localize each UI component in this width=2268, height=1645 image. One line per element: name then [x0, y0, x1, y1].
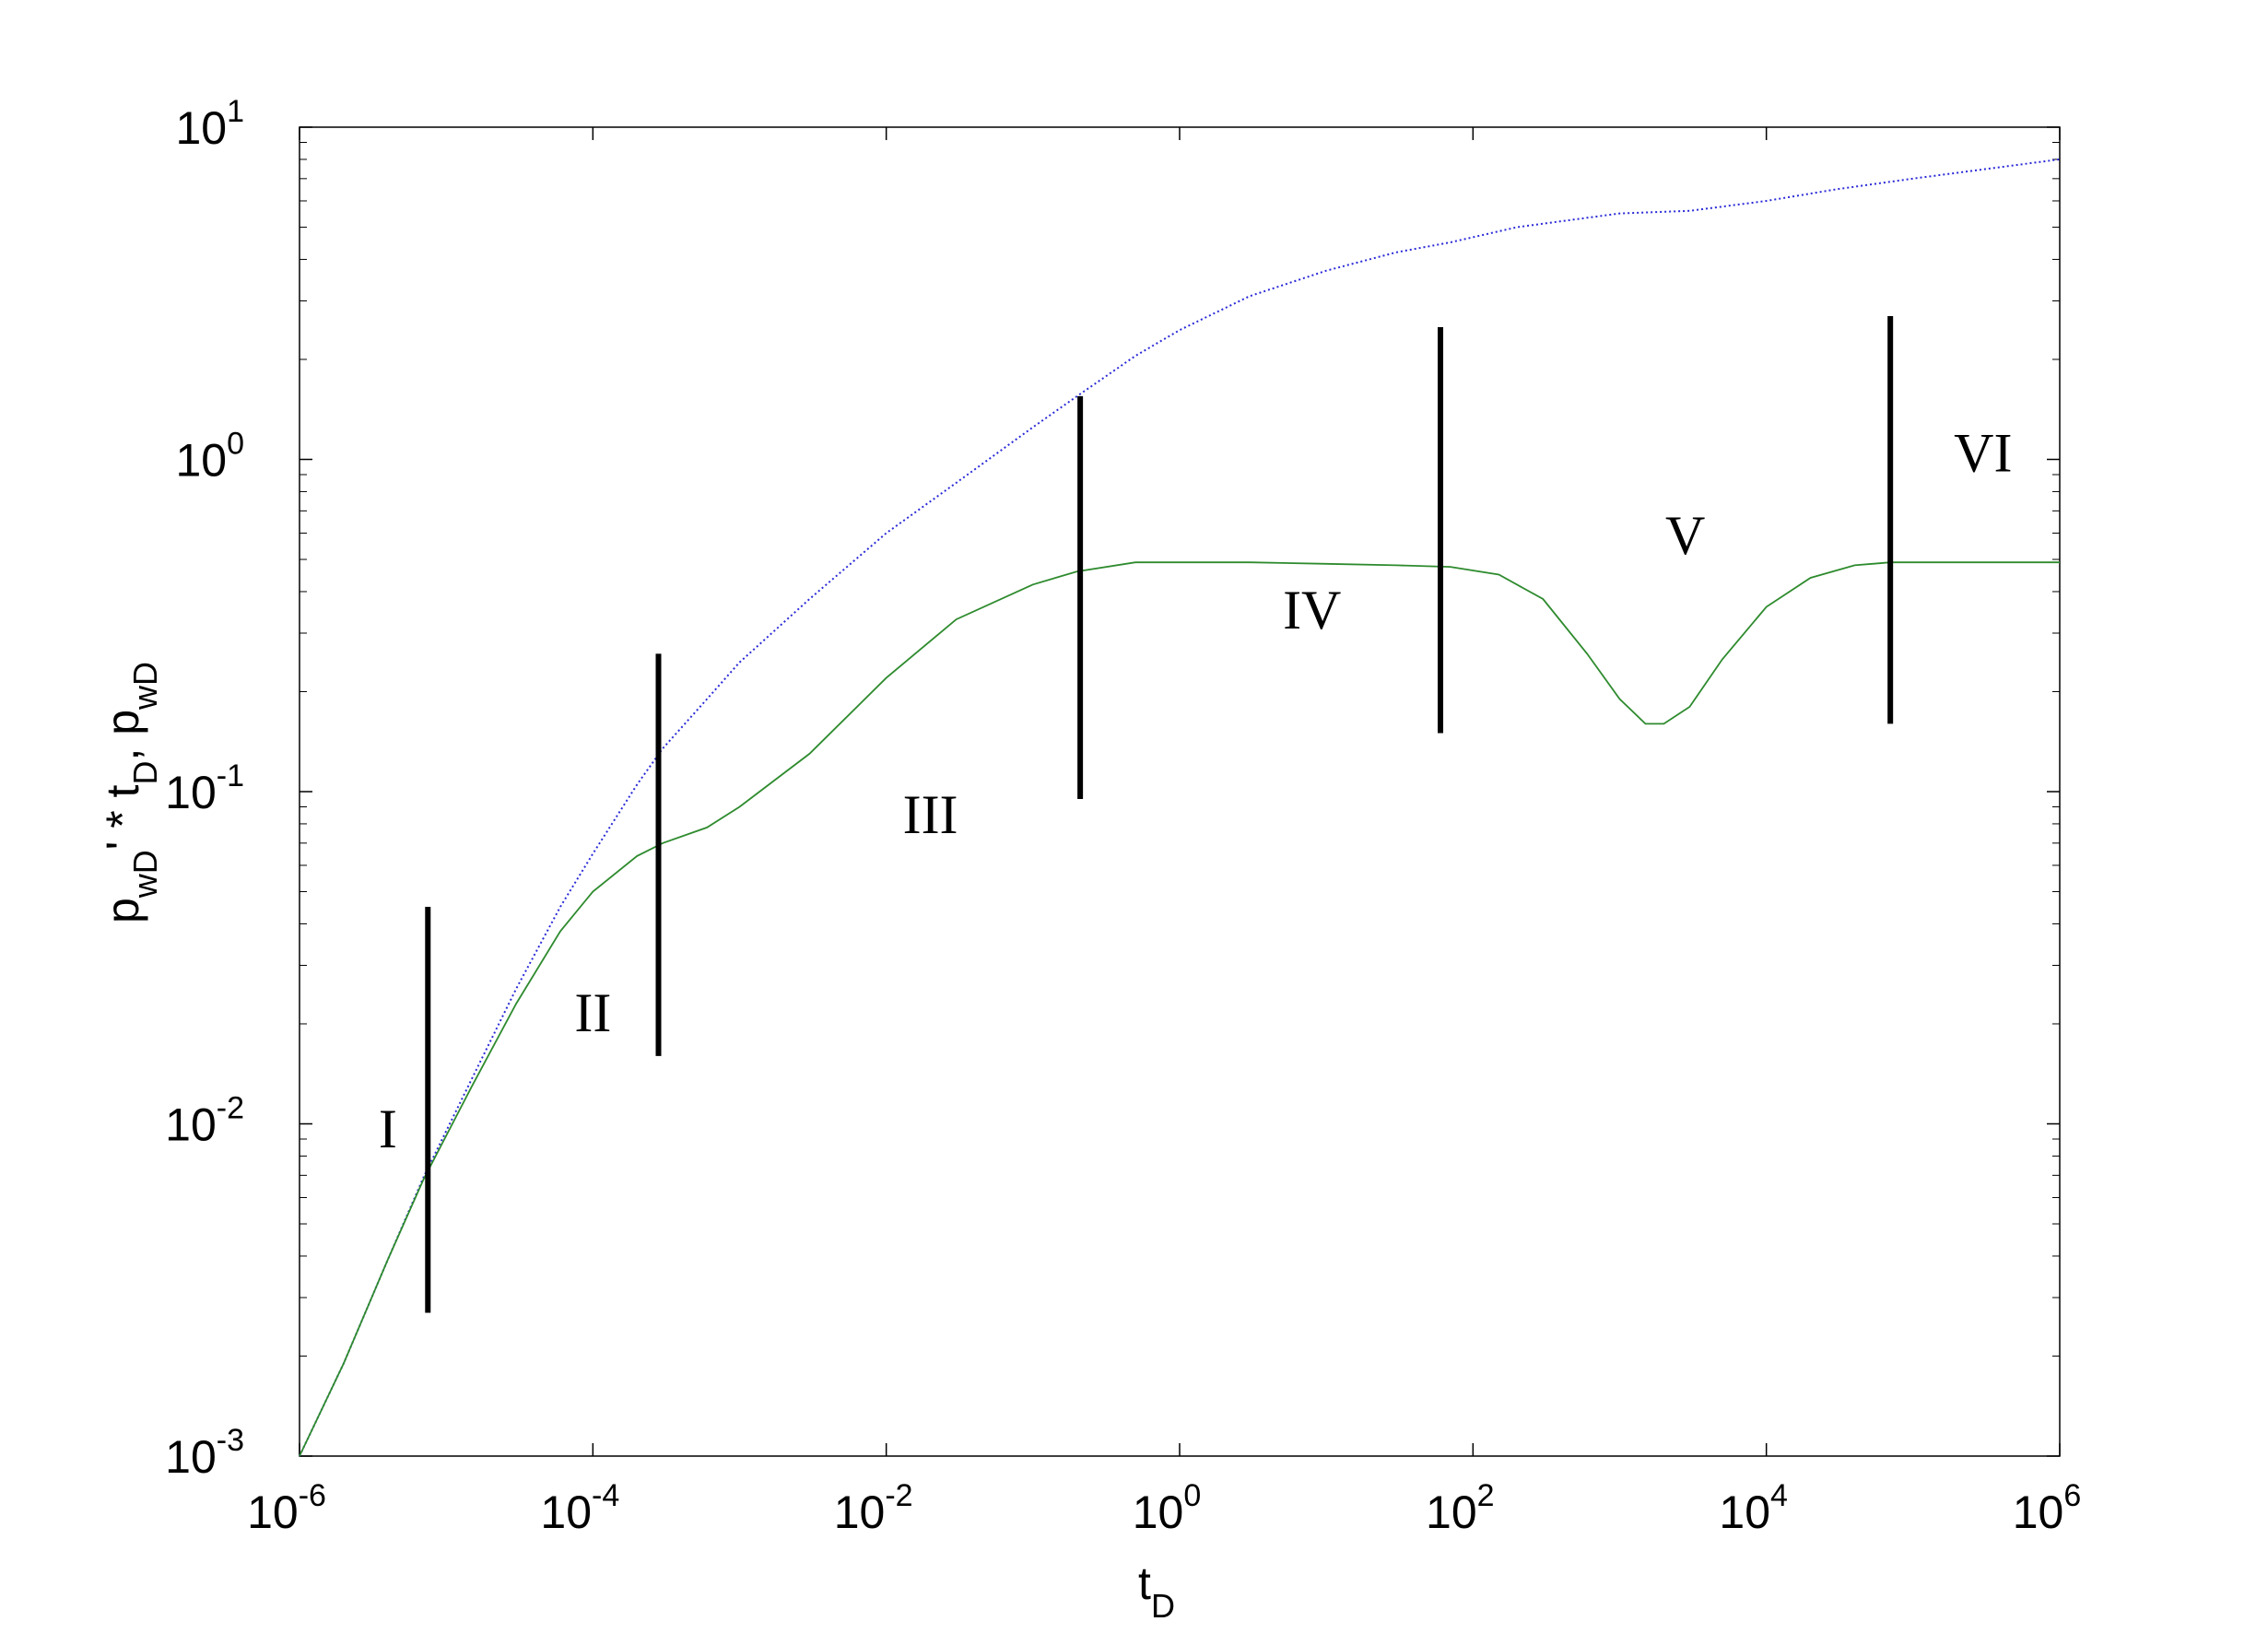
series-layer	[299, 158, 2061, 1457]
y-tick-label-2: 10-1	[165, 758, 244, 818]
series-line-0	[299, 158, 2061, 1457]
y-axis-label-p3: , p	[97, 710, 148, 761]
x-tick-label-6: 106	[2013, 1478, 2082, 1538]
x-tick-label-3: 100	[1133, 1478, 1202, 1538]
region-label-i: I	[379, 1099, 397, 1159]
minor-ticks	[300, 141, 2060, 1357]
region-label-v: V	[1665, 505, 1705, 566]
y-axis-label-p2: ' * t	[97, 784, 148, 850]
y-tick-label-3: 100	[175, 427, 244, 487]
region-label-iv: IV	[1283, 580, 1341, 640]
x-axis-label: tD	[1138, 1557, 1175, 1625]
region-label-ii: II	[574, 982, 611, 1043]
y-tick-labels: 10-3 10-2 10-1 100 101	[165, 94, 244, 1483]
plot-area	[299, 126, 2061, 1457]
y-tick-label-1: 10-2	[165, 1091, 244, 1151]
x-axis-label-base: t	[1138, 1557, 1151, 1609]
region-boundaries	[425, 315, 1894, 1313]
x-axis-label-sub: D	[1151, 1587, 1175, 1625]
x-tick-label-0: 10-6	[247, 1478, 326, 1538]
y-tick-label-4: 101	[175, 94, 244, 154]
major-ticks	[299, 126, 2061, 1457]
x-tick-label-5: 104	[1719, 1478, 1788, 1538]
x-tick-labels: 10-6 10-4 10-2 100 102 104 106	[247, 1478, 2081, 1538]
y-axis-label-sub3: wD	[126, 662, 164, 711]
series-line-1	[299, 561, 2060, 1457]
region-label-iii: III	[903, 784, 958, 845]
y-axis-label-sub1: wD	[126, 850, 164, 899]
y-axis-label-sub2: D	[126, 761, 164, 785]
region-label-vi: VI	[1954, 423, 2012, 484]
y-axis-label: pwD' * tD, pwD	[97, 662, 164, 923]
x-tick-label-1: 10-4	[540, 1478, 619, 1538]
y-tick-label-0: 10-3	[165, 1423, 244, 1483]
x-tick-label-2: 10-2	[834, 1478, 913, 1538]
x-tick-label-4: 102	[1426, 1478, 1495, 1538]
y-axis-label-p1: p	[97, 898, 148, 923]
